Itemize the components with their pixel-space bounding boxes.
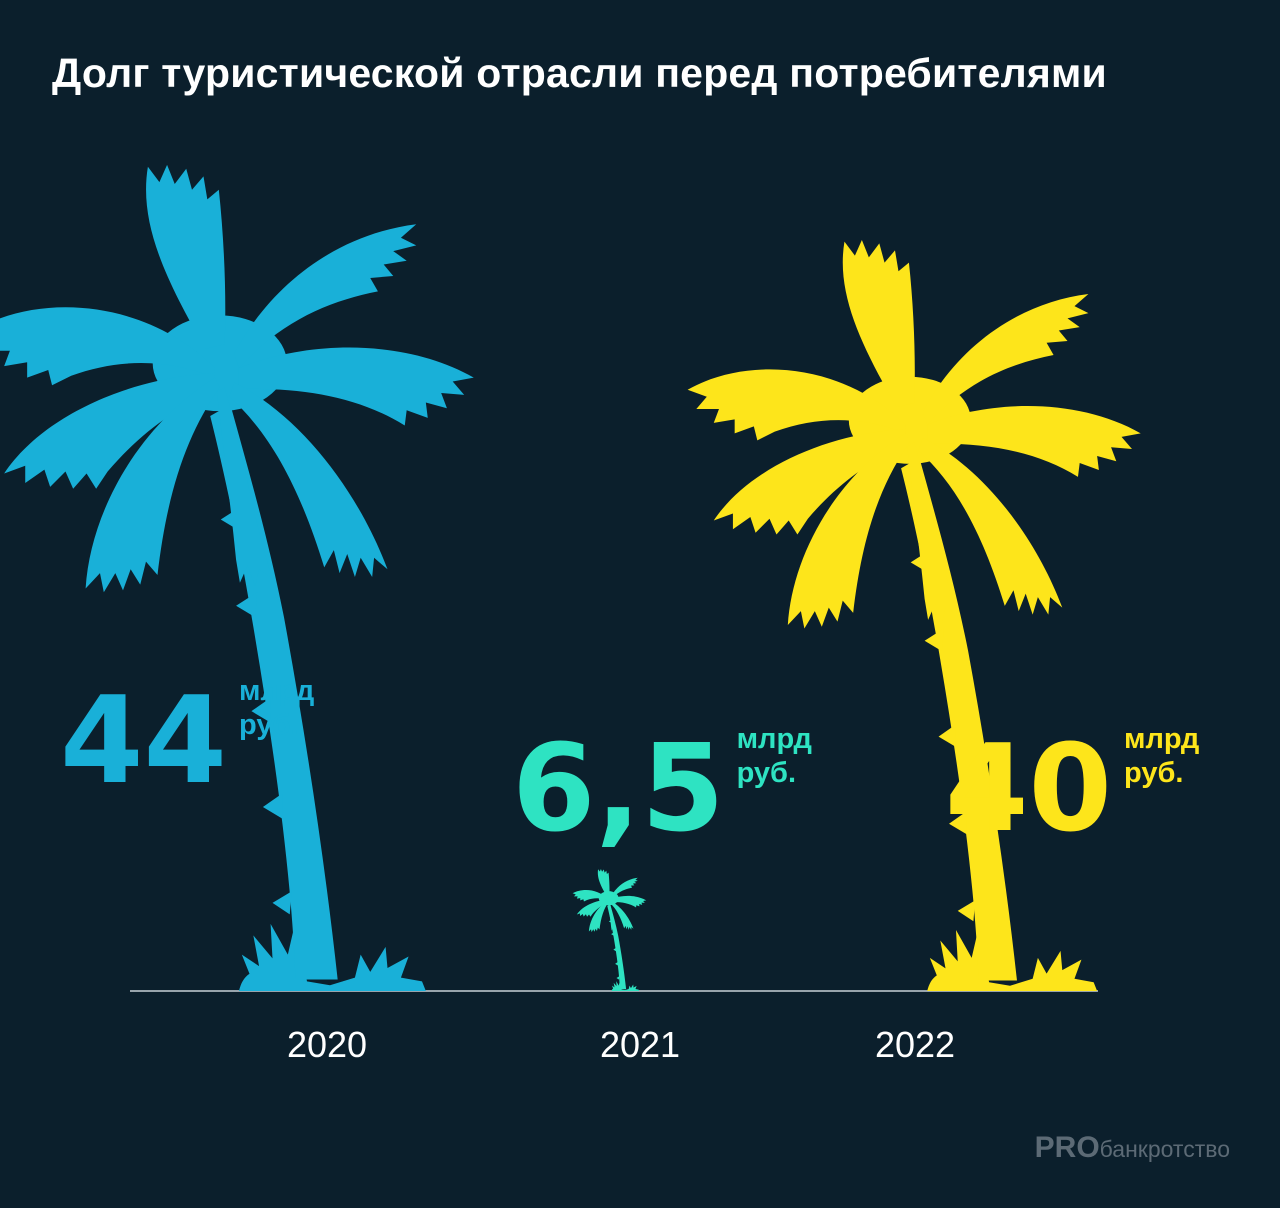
unit-label-2022: млрд руб. (1124, 723, 1199, 789)
palm-bar-2022 (687, 239, 1141, 991)
x-tick-label-2022: 2022 (875, 1024, 955, 1065)
unit-label-2021: млрд руб. (737, 723, 812, 789)
value-label-2021: 6,5 (512, 720, 725, 859)
brand-logo-strong: PRO (1034, 1131, 1100, 1164)
palm-bar-2020 (0, 164, 474, 992)
x-tick-label-2021: 2021 (600, 1024, 680, 1065)
palm-bar-2021 (572, 868, 647, 991)
unit-label-2020: млрд руб. (239, 675, 314, 741)
x-tick-label-2020: 2020 (287, 1024, 367, 1065)
value-label-2020: 44 (60, 672, 227, 811)
brand-logo: PROбанкротство (1035, 1131, 1230, 1165)
value-label-2022: 40 (945, 720, 1112, 859)
brand-logo-light: банкротство (1099, 1136, 1230, 1162)
chart-title: Долг туристической отрасли перед потреби… (52, 50, 1107, 96)
